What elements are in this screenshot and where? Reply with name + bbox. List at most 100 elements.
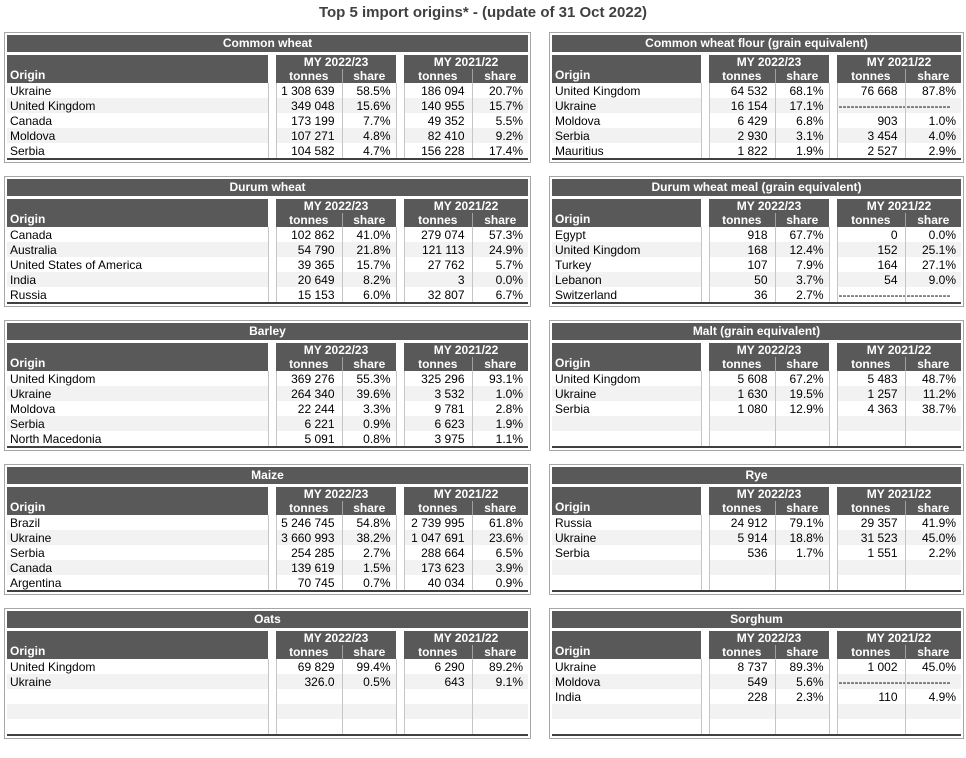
table-row <box>552 431 961 447</box>
column-header-share: share <box>341 69 396 83</box>
column-header-tonnes: tonnes <box>709 213 775 227</box>
header-separator <box>268 631 276 659</box>
column-separator <box>395 416 405 431</box>
table-row: Serbia 1 080 12.9% 4 363 38.7% <box>552 401 961 416</box>
table-malt-grain-equivalent: Malt (grain equivalent) Origin MY 2022/2… <box>549 320 964 451</box>
share-cell: 5.7% <box>471 257 528 272</box>
tonnes-cell: 1 257 <box>837 386 905 401</box>
tonnes-cell: 264 340 <box>276 386 342 401</box>
column-header-share: share <box>904 501 961 515</box>
column-separator <box>700 719 710 735</box>
column-header-tonnes: tonnes <box>276 69 342 83</box>
column-separator <box>395 575 405 591</box>
share-cell: 57.3% <box>471 227 528 242</box>
table-row <box>552 416 961 431</box>
tonnes-cell: 5 914 <box>709 530 775 545</box>
share-cell: 0.0% <box>904 227 961 242</box>
share-cell: 48.7% <box>904 371 961 386</box>
table-sorghum: Sorghum Origin MY 2022/23 MY 2021/22 ton… <box>549 608 964 739</box>
column-separator <box>828 83 838 98</box>
column-separator <box>700 287 710 303</box>
tonnes-cell: 3 454 <box>837 128 905 143</box>
column-separator <box>267 113 277 128</box>
column-separator <box>267 272 277 287</box>
column-header-tonnes: tonnes <box>837 645 905 659</box>
column-separator <box>828 113 838 128</box>
column-separator <box>828 272 838 287</box>
column-separator <box>267 545 277 560</box>
table-row: Mauritius 1 822 1.9% 2 527 2.9% <box>552 143 961 159</box>
column-separator <box>395 515 405 530</box>
tonnes-cell: 326.0 <box>276 674 342 689</box>
header-row-measures: tonnes share tonnes share <box>552 213 961 227</box>
origins-table: Origin MY 2022/23 MY 2021/22 tonnes shar… <box>7 343 528 448</box>
column-header-share: share <box>471 357 528 371</box>
column-separator <box>700 416 710 431</box>
column-separator <box>395 674 405 689</box>
share-cell: 18.8% <box>774 530 829 545</box>
share-cell: 79.1% <box>774 515 829 530</box>
header-row-years: Origin MY 2022/23 MY 2021/22 <box>552 631 961 659</box>
column-header-tonnes: tonnes <box>837 213 905 227</box>
tables-grid: Common wheat Origin MY 2022/23 MY 2021/2… <box>0 32 966 739</box>
column-header-share: share <box>774 213 829 227</box>
origin-cell: Ukraine <box>7 674 268 689</box>
header-separator <box>396 631 404 659</box>
origin-cell: Turkey <box>552 257 701 272</box>
table-row <box>552 704 961 719</box>
column-header-origin: Origin <box>552 343 701 371</box>
column-header-year2: MY 2021/22 <box>837 343 961 357</box>
tonnes-cell: 228 <box>709 689 775 704</box>
table-row: Canada 102 862 41.0% 279 074 57.3% <box>7 227 528 242</box>
column-header-year1: MY 2022/23 <box>709 631 829 645</box>
origin-cell: Ukraine <box>7 530 268 545</box>
column-header-year1: MY 2022/23 <box>709 343 829 357</box>
table-row: Brazil 5 246 745 54.8% 2 739 995 61.8% <box>7 515 528 530</box>
share-cell: 45.0% <box>904 659 961 674</box>
share-cell: 1.0% <box>471 386 528 401</box>
origin-cell: United Kingdom <box>552 371 701 386</box>
share-cell: 38.2% <box>341 530 396 545</box>
header-separator <box>829 631 837 659</box>
tonnes-cell: 156 228 <box>404 143 472 159</box>
column-separator <box>267 719 277 735</box>
column-header-share: share <box>341 213 396 227</box>
tonnes-cell: 107 <box>709 257 775 272</box>
column-separator <box>267 704 277 719</box>
column-separator <box>395 401 405 416</box>
header-row-years: Origin MY 2022/23 MY 2021/22 <box>7 631 528 659</box>
column-separator <box>828 287 838 303</box>
tonnes-cell: 9 781 <box>404 401 472 416</box>
tonnes-cell: 82 410 <box>404 128 472 143</box>
column-separator <box>700 704 710 719</box>
table-row: Moldova 549 5.6% ----------------- ---------… <box>552 674 961 689</box>
origin-cell: Moldova <box>552 113 701 128</box>
column-separator <box>700 272 710 287</box>
share-cell: 87.8% <box>904 83 961 98</box>
share-cell: 89.2% <box>471 659 528 674</box>
tonnes-cell <box>709 575 775 591</box>
column-separator <box>828 659 838 674</box>
tonnes-cell: 186 094 <box>404 83 472 98</box>
origin-cell: Brazil <box>7 515 268 530</box>
origin-cell: Mauritius <box>552 143 701 159</box>
tonnes-cell: 369 276 <box>276 371 342 386</box>
table-title: Common wheat <box>7 35 528 52</box>
origin-cell: Serbia <box>7 416 268 431</box>
tonnes-cell: 64 532 <box>709 83 775 98</box>
header-separator <box>268 199 276 227</box>
column-header-tonnes: tonnes <box>404 501 472 515</box>
share-cell: 17.4% <box>471 143 528 159</box>
tonnes-cell: 16 154 <box>709 98 775 113</box>
column-separator <box>395 143 405 159</box>
column-separator <box>267 242 277 257</box>
tonnes-cell <box>837 704 905 719</box>
tonnes-cell: 1 047 691 <box>404 530 472 545</box>
header-separator <box>701 199 709 227</box>
origin-cell: Canada <box>7 227 268 242</box>
share-cell <box>774 719 829 735</box>
column-separator <box>700 659 710 674</box>
table-title: Sorghum <box>552 611 961 628</box>
origin-cell: Serbia <box>552 128 701 143</box>
tonnes-cell: ----------------- <box>837 674 905 689</box>
